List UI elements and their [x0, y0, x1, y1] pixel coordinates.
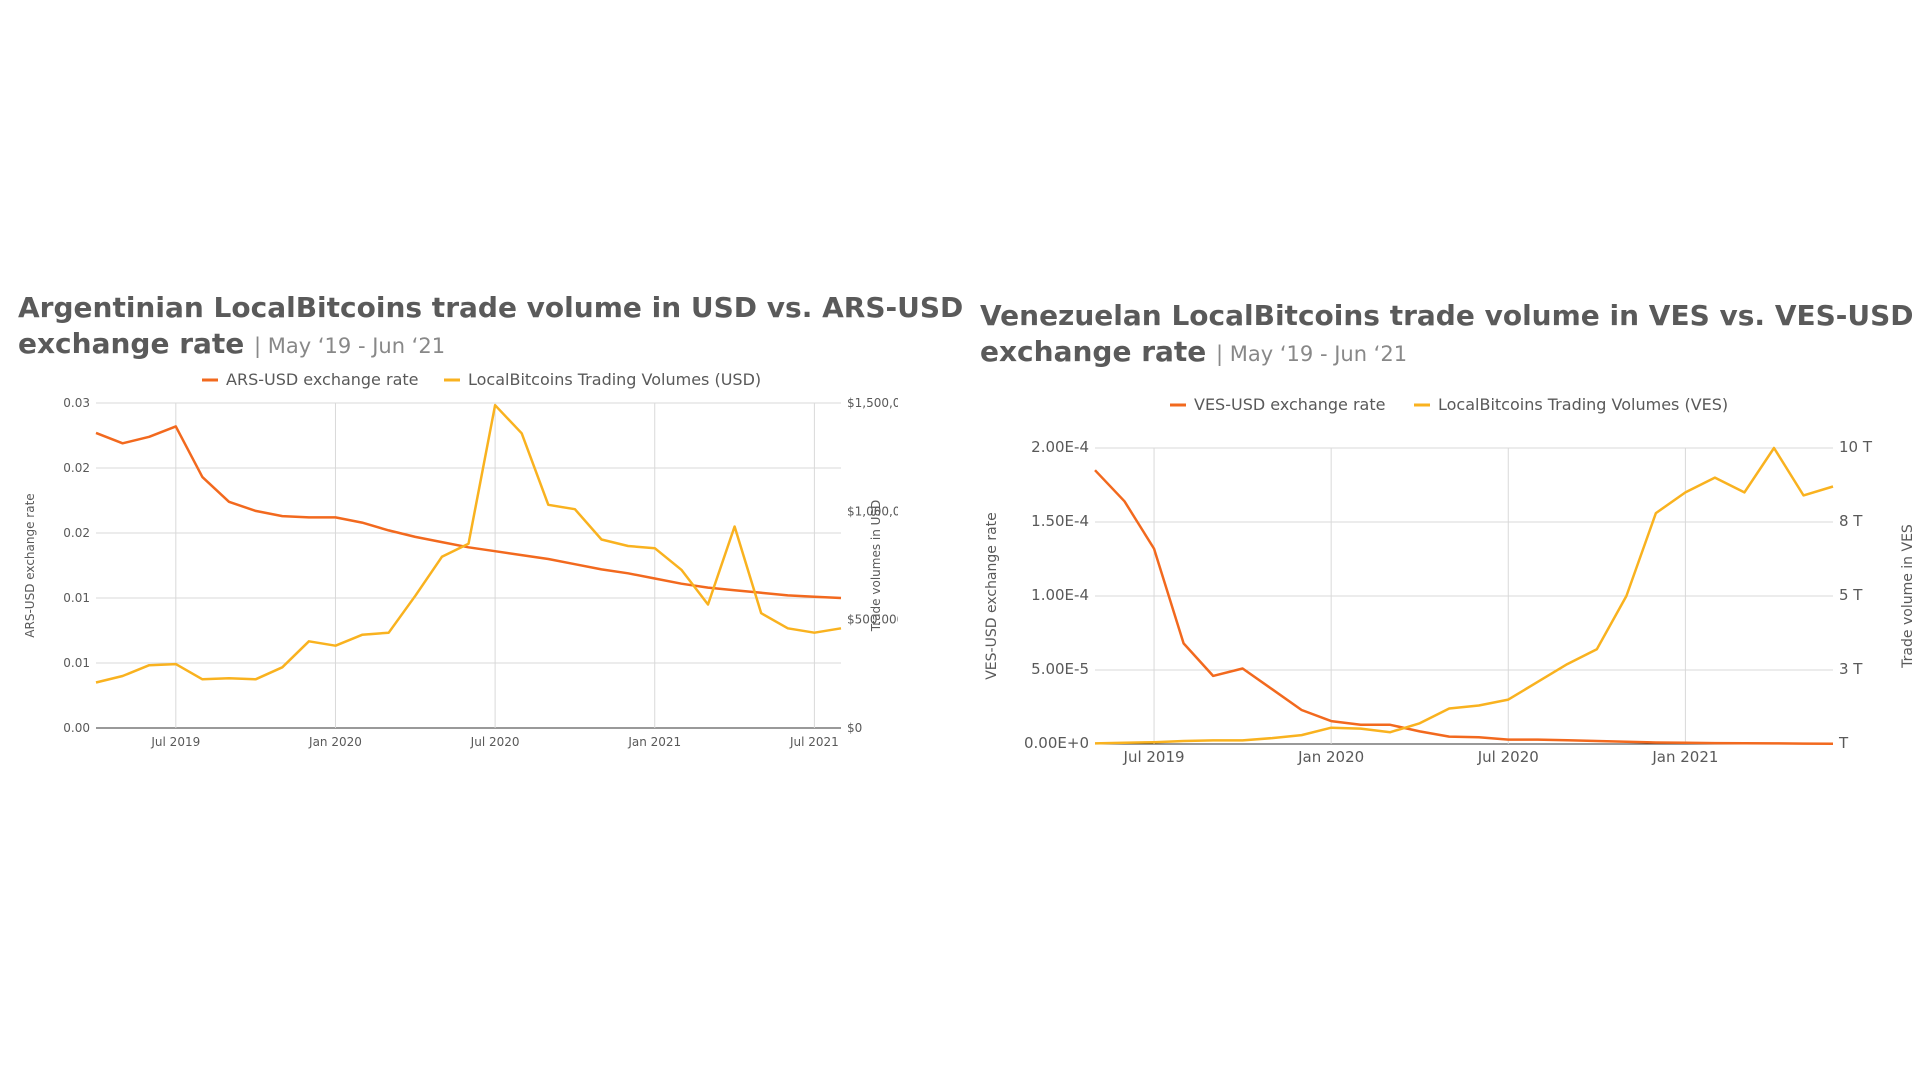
ars-left-tick-label: 0.02	[63, 526, 90, 540]
ves-title-line2: exchange rate	[980, 335, 1207, 368]
ars-chart-svg: ARS-USD exchange rate LocalBitcoins Tradi…	[23, 370, 898, 749]
ves-legend-exchange: VES-USD exchange rate	[1194, 395, 1385, 414]
ves-title-range: | May ‘19 - Jun ‘21	[1216, 342, 1408, 366]
ars-right-tick-label: $1,500,000	[847, 396, 898, 410]
ves-legend-volume: LocalBitcoins Trading Volumes (VES)	[1438, 395, 1728, 414]
ars-x-tick-label: Jul 2019	[150, 735, 200, 749]
ves-exchange-rate-line	[1094, 469, 1834, 745]
ves-left-tick-label: 1.50E-4	[1031, 512, 1089, 530]
ars-chart-title: Argentinian LocalBitcoins trade volume i…	[18, 290, 963, 364]
ars-title-line1: Argentinian LocalBitcoins trade volume i…	[18, 291, 964, 324]
ves-trading-volume-line	[1094, 446, 1834, 745]
ves-right-tick-label: T	[1838, 734, 1849, 752]
ars-left-tick-label: 0.03	[63, 396, 90, 410]
ars-title-range: | May ‘19 - Jun ‘21	[254, 334, 446, 358]
ars-legend-volume: LocalBitcoins Trading Volumes (USD)	[468, 370, 761, 389]
ars-x-tick-label: Jan 2021	[627, 735, 681, 749]
ars-right-tick-label: $0	[847, 721, 862, 735]
ars-left-tick-label: 0.01	[63, 591, 90, 605]
ars-x-tick-label: Jan 2020	[308, 735, 362, 749]
ars-left-tick-label: 0.02	[63, 461, 90, 475]
ves-title-line1: Venezuelan LocalBitcoins trade volume in…	[980, 299, 1914, 332]
ves-x-tick-label: Jan 2021	[1651, 748, 1718, 766]
ars-left-tick-label: 0.01	[63, 656, 90, 670]
ars-left-tick-label: 0.00	[63, 721, 90, 735]
ars-x-tick-label: Jul 2020	[470, 735, 520, 749]
ves-x-tick-label: Jul 2020	[1477, 748, 1539, 766]
ars-title-line2: exchange rate	[18, 327, 245, 360]
ves-right-tick-label: 10 T	[1839, 438, 1873, 456]
ves-chart-block: Venezuelan LocalBitcoins trade volume in…	[980, 298, 1920, 778]
ves-chart-title: Venezuelan LocalBitcoins trade volume in…	[980, 298, 1920, 372]
ars-right-tick-label: $1,000,000	[847, 504, 898, 518]
ves-y-axis-right-title: Trade volume in VES	[1900, 524, 1916, 669]
ves-right-tick-label: 5 T	[1839, 586, 1863, 604]
ves-left-tick-label: 2.00E-4	[1031, 438, 1089, 456]
ves-right-tick-label: 3 T	[1839, 660, 1863, 678]
ars-right-tick-label: $500,000	[847, 613, 898, 627]
ves-left-tick-label: 1.00E-4	[1031, 586, 1089, 604]
ars-legend-exchange: ARS-USD exchange rate	[226, 370, 418, 389]
ves-right-tick-label: 8 T	[1839, 512, 1863, 530]
ves-x-tick-label: Jan 2020	[1297, 748, 1364, 766]
ves-y-axis-left-title: VES-USD exchange rate	[984, 512, 1000, 680]
ars-x-tick-label: Jul 2021	[789, 735, 839, 749]
ves-x-tick-label: Jul 2019	[1123, 748, 1185, 766]
ves-left-tick-label: 0.00E+0	[1024, 734, 1089, 752]
ars-y-axis-right-title: Trade volumes in USD	[869, 500, 883, 633]
ves-chart-svg: VES-USD exchange rate LocalBitcoins Tradi…	[984, 395, 1916, 766]
ars-y-axis-left-title: ARS-USD exchange rate	[23, 493, 37, 637]
ars-exchange-rate-line	[95, 425, 842, 600]
ars-chart-block: Argentinian LocalBitcoins trade volume i…	[18, 290, 963, 770]
ars-trading-volume-line	[95, 403, 842, 684]
ves-left-tick-label: 5.00E-5	[1031, 660, 1089, 678]
